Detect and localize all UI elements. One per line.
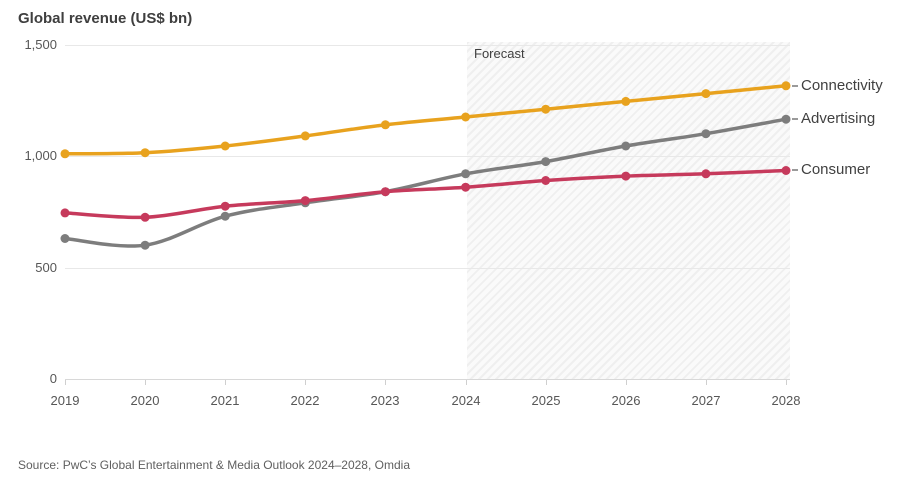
data-point-advertising bbox=[701, 129, 711, 139]
x-axis-tick bbox=[786, 380, 787, 385]
gridline bbox=[65, 45, 790, 46]
data-point-advertising bbox=[461, 169, 471, 179]
chart-title: Global revenue (US$ bn) bbox=[18, 10, 193, 27]
data-point-connectivity bbox=[140, 148, 150, 158]
data-point-advertising bbox=[140, 240, 150, 250]
x-axis-tick bbox=[466, 380, 467, 385]
data-point-consumer bbox=[140, 212, 150, 222]
series-label-dash bbox=[792, 118, 798, 120]
x-axis-tick bbox=[385, 380, 386, 385]
x-axis-tick bbox=[145, 380, 146, 385]
gridline bbox=[65, 156, 790, 157]
x-axis-tick-label: 2027 bbox=[691, 393, 721, 408]
gridline bbox=[65, 268, 790, 269]
x-axis-tick-label: 2021 bbox=[210, 393, 240, 408]
data-point-connectivity bbox=[541, 104, 551, 114]
x-axis-tick-label: 2025 bbox=[531, 393, 561, 408]
data-point-connectivity bbox=[380, 120, 390, 130]
data-point-consumer bbox=[220, 201, 230, 211]
data-point-connectivity bbox=[461, 112, 471, 122]
x-axis-tick-label: 2024 bbox=[451, 393, 481, 408]
data-point-connectivity bbox=[300, 131, 310, 141]
chart-canvas bbox=[60, 81, 791, 250]
x-axis-tick-label: 2026 bbox=[611, 393, 641, 408]
y-axis-tick-label: 0 bbox=[49, 371, 57, 386]
x-axis-line bbox=[65, 379, 790, 380]
data-point-consumer bbox=[781, 166, 791, 175]
series-line-connectivity bbox=[63, 84, 788, 156]
data-point-connectivity bbox=[60, 149, 70, 159]
data-point-consumer bbox=[380, 187, 390, 197]
data-point-consumer bbox=[701, 169, 711, 179]
x-axis-tick-label: 2020 bbox=[130, 393, 160, 408]
data-point-advertising bbox=[60, 234, 70, 243]
x-axis-tick-label: 2028 bbox=[771, 393, 801, 408]
y-axis-tick-label: 1,000 bbox=[24, 148, 57, 163]
series-line-advertising bbox=[63, 117, 788, 248]
x-axis-tick-label: 2023 bbox=[370, 393, 400, 408]
data-point-consumer bbox=[461, 182, 471, 192]
data-point-consumer bbox=[60, 208, 70, 218]
x-axis-tick-label: 2019 bbox=[50, 393, 80, 408]
x-axis-tick-label: 2022 bbox=[290, 393, 320, 408]
data-point-advertising bbox=[541, 157, 551, 167]
plot-area: Forecast 0 500 1,000 1,500 2019 2020 2021 2022… bbox=[24, 37, 883, 408]
data-point-consumer bbox=[541, 176, 551, 185]
data-point-connectivity bbox=[701, 89, 711, 99]
x-axis-tick bbox=[626, 380, 627, 385]
data-point-advertising bbox=[781, 114, 791, 124]
data-point-advertising bbox=[220, 211, 230, 221]
x-axis-tick bbox=[225, 380, 226, 385]
x-axis-tick bbox=[305, 380, 306, 385]
y-axis-tick-label: 500 bbox=[35, 260, 57, 275]
x-axis-tick bbox=[706, 380, 707, 385]
series-end-label-advertising: Advertising bbox=[801, 110, 876, 127]
series-label-dash bbox=[792, 169, 798, 171]
data-point-connectivity bbox=[781, 81, 791, 91]
x-axis-tick bbox=[546, 380, 547, 385]
data-point-connectivity bbox=[621, 96, 631, 106]
y-axis-tick-label: 1,500 bbox=[24, 37, 57, 52]
data-point-consumer bbox=[621, 171, 631, 181]
x-axis-tick bbox=[65, 380, 66, 385]
series-label-dash bbox=[792, 85, 798, 87]
series-end-label-connectivity: Connectivity bbox=[801, 77, 883, 94]
series-line-consumer bbox=[63, 168, 788, 220]
series-end-label-consumer: Consumer bbox=[801, 161, 871, 178]
data-point-consumer bbox=[300, 196, 310, 206]
forecast-label: Forecast bbox=[474, 46, 525, 61]
data-point-connectivity bbox=[220, 141, 230, 151]
source-attribution: Source: PwC’s Global Entertainment & Med… bbox=[18, 458, 410, 472]
data-point-advertising bbox=[621, 141, 631, 151]
